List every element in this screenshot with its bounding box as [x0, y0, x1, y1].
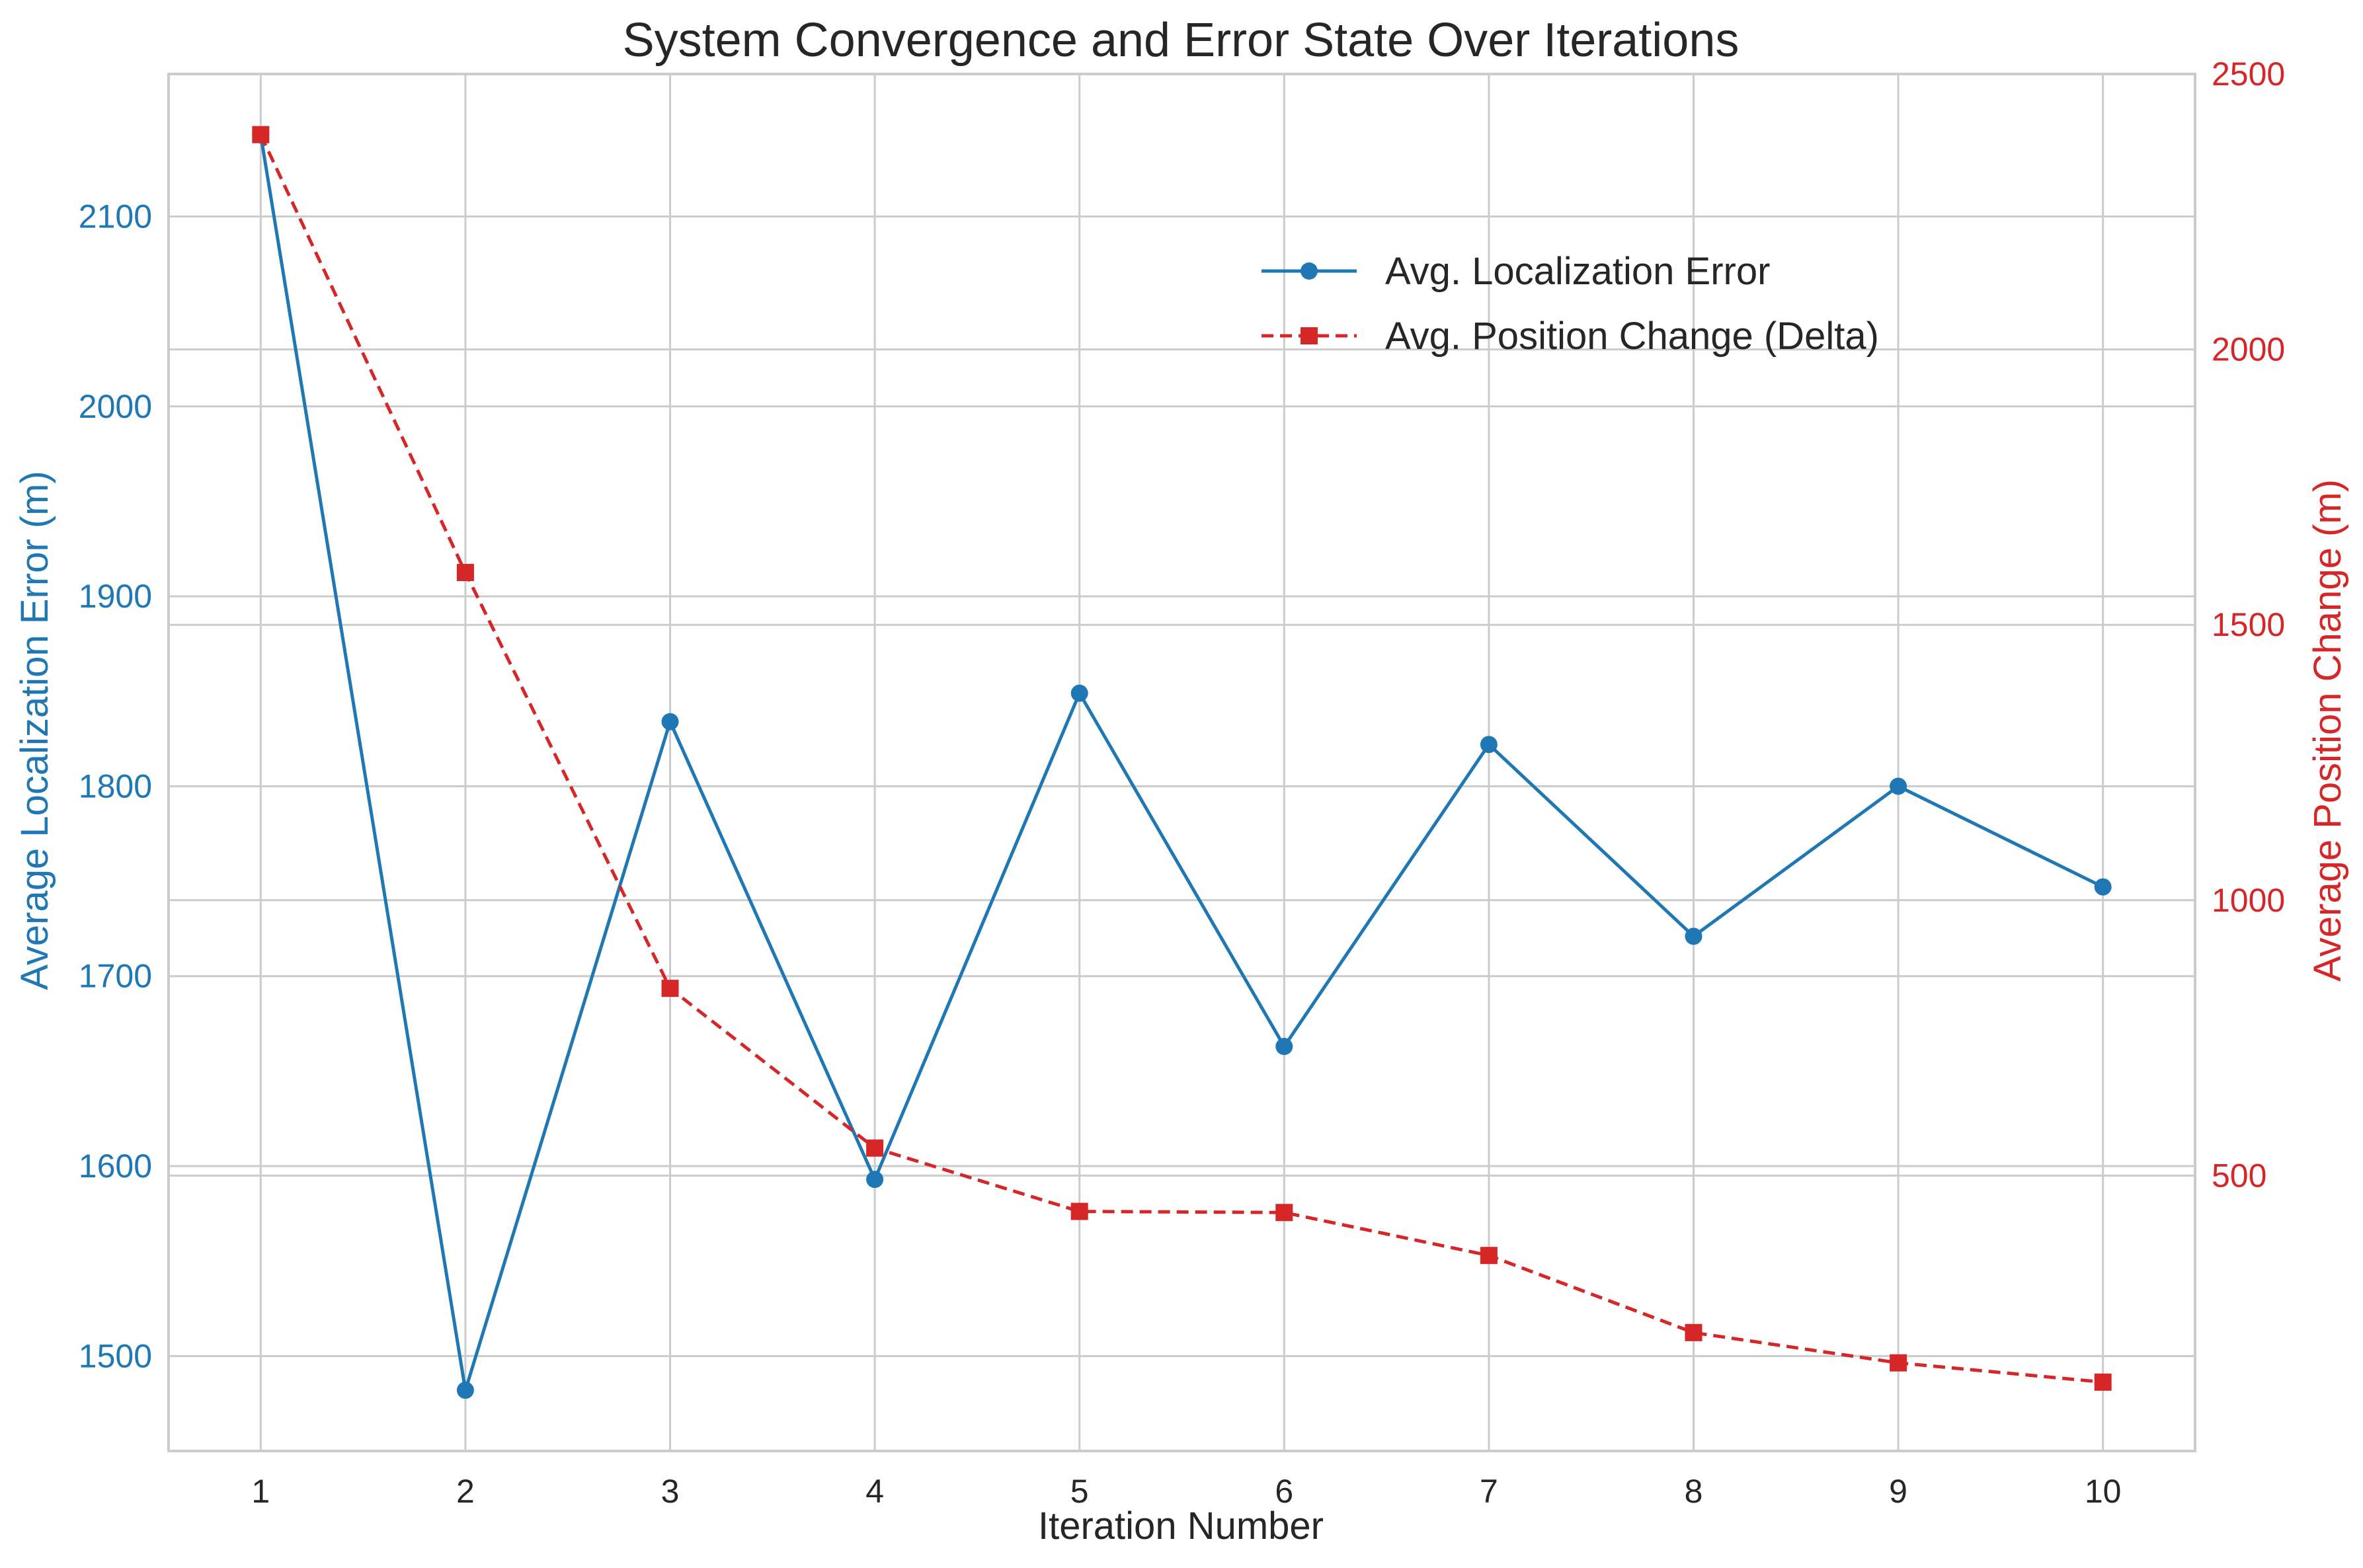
right-y-tick-label: 2500 [2212, 56, 2285, 93]
left-axis-label: Average Localization Error (m) [13, 471, 56, 990]
data-point [661, 713, 679, 730]
legend-entry-position-change: Avg. Position Change (Delta) [1262, 315, 1879, 358]
left-y-tick-label: 1800 [79, 767, 152, 804]
series-position-change [252, 126, 2112, 1391]
x-tick-label: 8 [1685, 1473, 1703, 1510]
x-tick-label: 3 [661, 1473, 680, 1510]
x-tick-label: 7 [1480, 1473, 1498, 1510]
right-axis-label: Average Position Change (m) [2306, 479, 2349, 982]
left-y-tick-label: 1500 [79, 1337, 152, 1374]
right-y-tick-label: 1500 [2212, 606, 2285, 643]
data-point [866, 1171, 884, 1189]
chart-title: System Convergence and Error State Over … [623, 14, 1740, 67]
plot-frame [167, 73, 2196, 1452]
left-y-tick-label: 1700 [79, 958, 152, 995]
data-point [1685, 1323, 1702, 1341]
data-point [866, 1139, 884, 1157]
data-point [1890, 777, 1907, 795]
x-tick-label: 10 [2085, 1473, 2122, 1510]
legend-swatch-marker [1301, 327, 1318, 344]
right-y-tick-label: 2000 [2212, 331, 2285, 368]
x-tick-label: 6 [1275, 1473, 1293, 1510]
data-point [1275, 1038, 1293, 1056]
data-point [2094, 878, 2112, 896]
data-point [1685, 927, 1702, 945]
series-line [259, 134, 2103, 1384]
legend: Avg. Localization Error Avg. Position Ch… [1262, 250, 1879, 358]
legend-label: Avg. Position Change (Delta) [1385, 315, 1879, 358]
data-point [252, 126, 270, 143]
series-layer [252, 126, 2112, 1399]
series-line [259, 134, 2104, 1392]
tick-labels: 1 2 3 4 5 6 7 8 9 10 1500 1600 1700 1800 1900 2000 2100 5… [79, 56, 2285, 1510]
left-y-tick-label: 1600 [79, 1148, 152, 1185]
data-point [1275, 1204, 1293, 1222]
legend-entry-localization-error: Avg. Localization Error [1262, 250, 1770, 293]
x-tick-label: 5 [1070, 1473, 1089, 1510]
x-tick-label: 1 [251, 1473, 270, 1510]
x-tick-label: 4 [865, 1473, 884, 1510]
left-y-tick-label: 1900 [79, 578, 152, 615]
data-point [1480, 1247, 1498, 1265]
data-point [1480, 736, 1498, 754]
x-tick-label: 9 [1889, 1473, 1907, 1510]
legend-label: Avg. Localization Error [1385, 250, 1770, 293]
left-y-tick-label: 2000 [79, 388, 152, 425]
legend-swatch-marker [1301, 262, 1318, 280]
data-point [661, 980, 679, 998]
data-point [2094, 1373, 2112, 1391]
data-point [456, 564, 474, 582]
x-tick-label: 2 [456, 1473, 475, 1510]
left-y-tick-label: 2100 [79, 198, 152, 235]
data-point [1070, 1202, 1088, 1220]
data-point [1890, 1354, 1907, 1372]
x-axis-label: Iteration Number [1038, 1505, 1324, 1548]
right-y-tick-label: 500 [2212, 1157, 2266, 1194]
right-y-tick-label: 1000 [2212, 882, 2285, 919]
plot-border [167, 73, 2196, 1452]
data-point [456, 1382, 474, 1399]
data-point [1070, 684, 1088, 702]
